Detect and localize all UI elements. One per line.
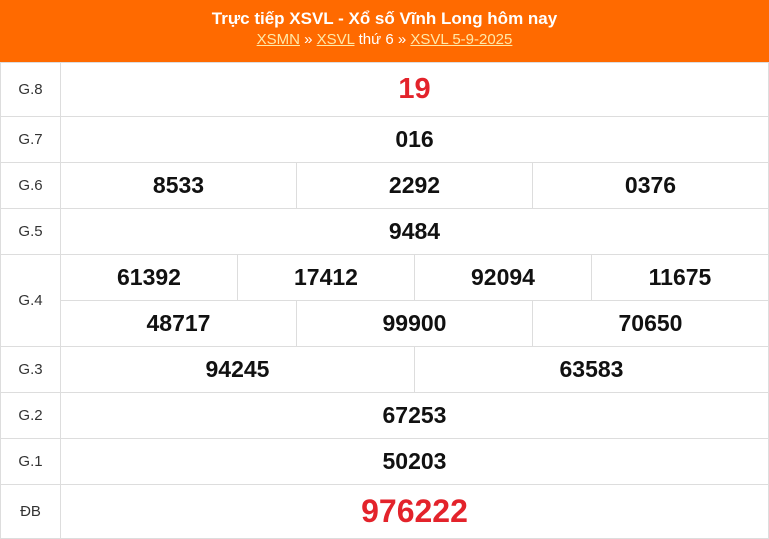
row-g4b: 48717 99900 70650 [1, 300, 769, 347]
row-g1: G.1 50203 [0, 438, 769, 485]
breadcrumb-text: thứ 6 » [354, 31, 411, 48]
row-g5: G.5 9484 [0, 208, 769, 255]
row-g2: G.2 67253 [0, 392, 769, 439]
prize-number: 11675 [591, 254, 769, 301]
prize-number: 99900 [296, 300, 533, 347]
prize-label: G.6 [0, 162, 61, 209]
prize-number: 016 [60, 116, 769, 163]
header: Trực tiếp XSVL - Xổ số Vĩnh Long hôm nay… [0, 0, 769, 62]
prize-number: 17412 [237, 254, 415, 301]
prize-number: 0376 [532, 162, 769, 209]
prize-number: 67253 [60, 392, 769, 439]
prize-number: 9484 [60, 208, 769, 255]
prize-label: G.3 [0, 346, 61, 393]
page-title: Trực tiếp XSVL - Xổ số Vĩnh Long hôm nay [211, 9, 558, 28]
breadcrumb: XSMN » XSVL thứ 6 » XSVL 5-9-2025 [0, 29, 769, 51]
prize-label: G.7 [0, 116, 61, 163]
link-xsmn[interactable]: XSMN [256, 31, 300, 48]
link-xsvl-date[interactable]: XSVL 5-9-2025 [410, 31, 513, 48]
row-g3: G.3 94245 63583 [0, 346, 769, 393]
row-g7: G.7 016 [0, 116, 769, 163]
link-xsvl[interactable]: XSVL [316, 31, 355, 48]
prize-label: G.1 [0, 438, 61, 485]
prize-label: G.2 [0, 392, 61, 439]
special-prize-number: 976222 [60, 484, 769, 539]
prize-number: 2292 [296, 162, 533, 209]
row-special: ĐB 976222 [0, 484, 769, 539]
prize-number: 8533 [60, 162, 297, 209]
prize-label: ĐB [0, 484, 61, 539]
row-g8: G.8 19 [0, 62, 769, 117]
prize-number: 48717 [60, 300, 297, 347]
breadcrumb-sep: » [299, 31, 317, 48]
prize-number: 19 [60, 62, 769, 117]
prize-number: 50203 [60, 438, 769, 485]
prize-number: 63583 [414, 346, 769, 393]
prize-number: 70650 [532, 300, 769, 347]
prize-number: 92094 [414, 254, 592, 301]
prize-label: G.8 [0, 62, 61, 117]
prize-label: G.5 [0, 208, 61, 255]
results-table: G.8 19 G.7 016 G.6 8533 2292 0376 G.5 9484 G.4… [0, 62, 769, 539]
row-g4: G.4 61392 17412 92094 11675 [0, 254, 769, 347]
prize-label: G.4 [0, 254, 61, 347]
prize-number: 61392 [60, 254, 238, 301]
row-g6: G.6 8533 2292 0376 [0, 162, 769, 209]
prize-number: 94245 [60, 346, 415, 393]
